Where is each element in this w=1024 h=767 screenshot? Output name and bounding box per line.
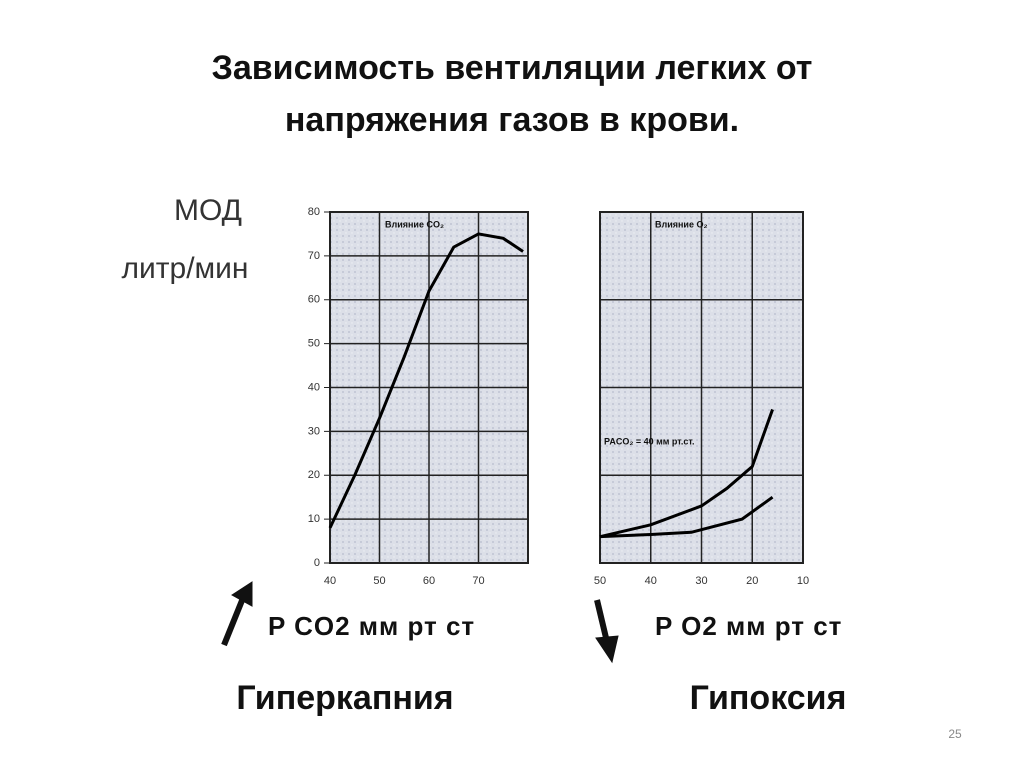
title-line: Зависимость вентиляции легких от (212, 49, 813, 87)
y-tick-label: 0 (314, 557, 320, 569)
arrow-up (221, 581, 253, 647)
x-tick-label: 50 (594, 575, 606, 587)
page-number: 25 (948, 727, 962, 741)
x-tick-label: 20 (746, 575, 758, 587)
arrow-down (594, 599, 619, 664)
x-tick-label: 30 (695, 575, 707, 587)
chart-title: Влияние CO₂ (385, 219, 444, 229)
caption: Гиперкапния (236, 679, 453, 717)
y-tick-label: 50 (308, 338, 320, 350)
x-tick-label: 70 (472, 575, 484, 587)
x-tick-label: 60 (423, 575, 435, 587)
caption: Гипоксия (690, 679, 847, 717)
line (599, 495, 774, 539)
line (599, 408, 774, 539)
title-line: напряжения газов в крови. (285, 101, 739, 139)
y-tick-label: 40 (308, 381, 320, 393)
x-tick-label: 40 (645, 575, 657, 587)
y-tick-label: 60 (308, 294, 320, 306)
plot-frame (599, 211, 804, 564)
y-tick-label: 30 (308, 425, 320, 437)
annotation: PACO₂ = 40 мм рт.ст. (604, 436, 695, 446)
y-unit: МОД (174, 194, 242, 227)
x-tick-label: 40 (324, 575, 336, 587)
y-tick-label: 10 (308, 513, 320, 525)
y-tick-label: 70 (308, 250, 320, 262)
y-tick-label: 20 (308, 469, 320, 481)
x-tick-label: 10 (797, 575, 809, 587)
line (328, 232, 524, 529)
y-tick-label: 80 (308, 206, 320, 218)
x-axis-label: P CO2 мм рт ст (268, 611, 475, 641)
plot-frame (329, 211, 529, 564)
chart-title: Влияние O₂ (655, 219, 707, 229)
x-axis-label: P O2 мм рт ст (655, 611, 842, 641)
y-unit: литр/мин (122, 252, 249, 285)
x-tick-label: 50 (373, 575, 385, 587)
